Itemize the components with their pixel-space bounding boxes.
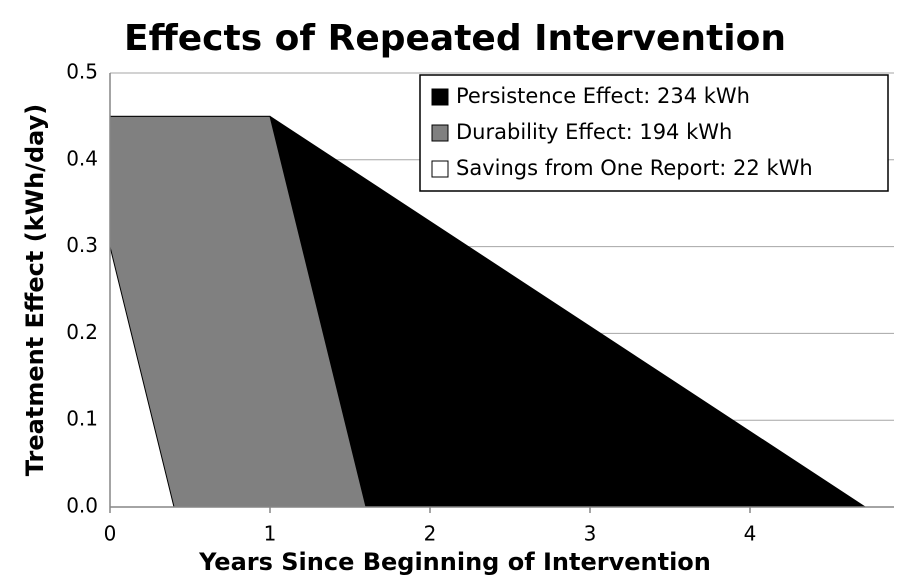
y-tick-label: 0.5 — [66, 60, 98, 84]
y-axis-label: Treatment Effect (kWh/day) — [21, 104, 49, 476]
y-tick-label: 0.4 — [66, 146, 98, 170]
legend-swatch — [431, 160, 449, 178]
legend-label: Persistence Effect: 234 kWh — [456, 84, 750, 108]
legend-swatch — [431, 88, 449, 106]
x-tick-label: 0 — [104, 522, 117, 546]
chart-title: Effects of Repeated Intervention — [124, 18, 786, 59]
x-tick-label: 3 — [584, 522, 597, 546]
legend-box — [419, 74, 889, 192]
y-tick-label: 0.2 — [66, 320, 98, 344]
legend-swatch — [431, 124, 449, 142]
x-tick-label: 1 — [264, 522, 277, 546]
y-tick-label: 0.0 — [66, 494, 98, 518]
y-tick-label: 0.1 — [66, 407, 98, 431]
x-tick-label: 2 — [424, 522, 437, 546]
x-tick-label: 4 — [744, 522, 757, 546]
y-tick-label: 0.3 — [66, 233, 98, 257]
legend-label: Durability Effect: 194 kWh — [456, 120, 732, 144]
x-axis-label: Years Since Beginning of Intervention — [198, 548, 711, 576]
legend-label: Savings from One Report: 22 kWh — [456, 156, 813, 180]
